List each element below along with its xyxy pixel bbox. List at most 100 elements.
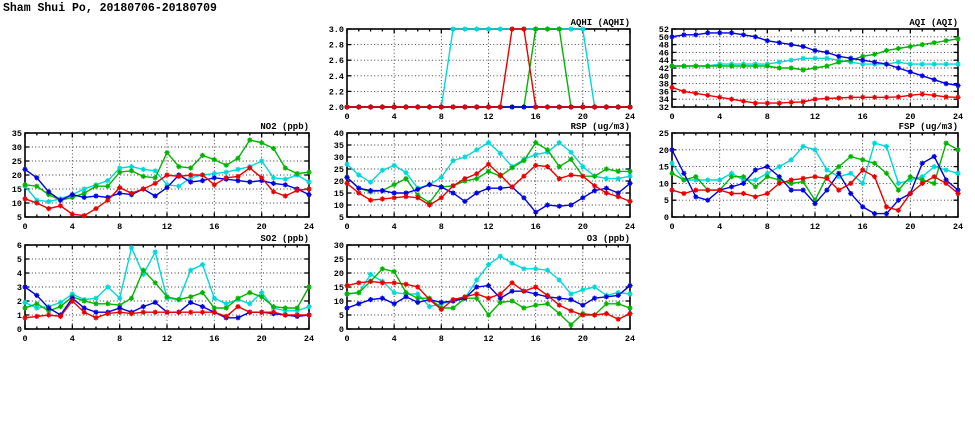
x-tick-label: 0 [669, 222, 674, 232]
series-line-green [347, 28, 630, 108]
x-tick-label: 12 [810, 222, 820, 232]
y-tick-label: 5 [664, 196, 669, 206]
y-tick-label: 5 [339, 213, 344, 223]
page-title: Sham Shui Po, 20180706-20180709 [3, 2, 217, 15]
y-tick-label: 2.0 [329, 103, 344, 113]
series-markers-red [344, 161, 633, 208]
series-markers-red [344, 278, 633, 322]
y-tick-label: 15 [12, 185, 22, 195]
y-tick-label: 25 [334, 255, 344, 265]
o3-chart: 0 5 10 15 20 25 30 0 4 8 12 16 20 24 O3 (ppb) [321, 231, 642, 345]
x-tick-label: 8 [765, 222, 770, 232]
x-tick-label: 8 [439, 222, 444, 232]
y-tick-label: 52 [659, 25, 669, 35]
y-tick-label: 4 [17, 269, 22, 279]
plot-frame [346, 132, 631, 218]
y-tick-label: 15 [659, 163, 669, 173]
series-markers-green [22, 137, 312, 203]
x-tick-label: 24 [953, 222, 963, 232]
x-tick-label: 4 [392, 222, 397, 232]
chart-title: AQHI (AQHI) [571, 18, 630, 28]
chart-title: FSP (ug/m3) [899, 122, 958, 132]
y-tick-label: 20 [334, 269, 344, 279]
y-tick-label: 42 [659, 64, 669, 74]
x-tick-label: 12 [162, 222, 172, 232]
y-tick-label: 5 [17, 213, 22, 223]
y-tick-label: 2.4 [329, 72, 344, 82]
y-tick-label: 35 [12, 129, 22, 139]
x-tick-label: 24 [625, 222, 635, 232]
x-tick-label: 8 [117, 222, 122, 232]
x-tick-label: 24 [304, 222, 314, 232]
y-tick-label: 6 [17, 241, 22, 251]
series-markers-red [344, 26, 633, 110]
so2-chart: 0 1 2 3 4 5 6 0 4 8 12 16 20 24 SO2 (ppb) [0, 231, 321, 345]
x-tick-label: 4 [70, 222, 75, 232]
x-tick-label: 16 [209, 222, 219, 232]
y-tick-label: 48 [659, 41, 669, 51]
x-tick-label: 4 [717, 112, 722, 122]
no2-chart: 5 10 15 20 25 30 35 0 4 8 12 16 20 24 NO2 (ppb) [0, 119, 321, 233]
chart-title: NO2 (ppb) [260, 122, 309, 132]
series-markers-green [669, 36, 961, 73]
series-markers-blue [669, 147, 961, 217]
y-tick-label: 25 [659, 129, 669, 139]
x-tick-label: 0 [22, 222, 27, 232]
x-tick-label: 20 [905, 112, 915, 122]
series-markers-red [669, 84, 961, 106]
x-tick-label: 0 [344, 112, 349, 122]
y-tick-label: 10 [334, 201, 344, 211]
plot-frame [346, 28, 631, 108]
x-tick-label: 4 [392, 334, 397, 344]
chart-title: RSP (ug/m3) [571, 122, 630, 132]
x-tick-label: 16 [858, 112, 868, 122]
x-tick-label: 24 [625, 334, 635, 344]
x-tick-label: 0 [344, 222, 349, 232]
x-tick-label: 16 [531, 222, 541, 232]
series-markers-red [669, 167, 961, 213]
aqhi-chart: 2.0 2.2 2.4 2.6 2.8 3.0 0 4 8 12 16 20 24 AQHI (AQHI) [321, 15, 642, 123]
x-tick-label: 12 [483, 222, 493, 232]
series-markers-cyan [669, 140, 961, 186]
y-tick-label: 2 [17, 297, 22, 307]
fsp-chart: 0 5 10 15 20 25 0 4 8 12 16 20 24 FSP (ug/m3) [646, 119, 970, 233]
y-tick-label: 2.8 [329, 41, 344, 51]
x-tick-label: 20 [578, 112, 588, 122]
y-tick-label: 5 [17, 255, 22, 265]
series-markers-cyan [344, 140, 633, 191]
x-tick-label: 16 [531, 334, 541, 344]
x-tick-label: 12 [810, 112, 820, 122]
y-tick-label: 34 [659, 95, 669, 105]
chart-title: AQI (AQI) [909, 18, 958, 28]
plot-frame [24, 132, 310, 218]
series-markers-blue [344, 174, 633, 215]
x-tick-label: 8 [117, 334, 122, 344]
series-line-cyan [347, 28, 630, 108]
x-tick-label: 20 [257, 334, 267, 344]
y-tick-label: 1 [17, 311, 22, 321]
x-tick-label: 8 [439, 112, 444, 122]
x-tick-label: 24 [304, 334, 314, 344]
y-tick-label: 5 [339, 311, 344, 321]
series-markers-blue [669, 30, 961, 89]
y-tick-label: 0 [664, 213, 669, 223]
y-tick-label: 10 [334, 297, 344, 307]
y-tick-label: 2.6 [329, 56, 344, 66]
x-tick-label: 20 [578, 222, 588, 232]
y-tick-label: 40 [334, 129, 344, 139]
rsp-chart: 5 10 15 20 25 30 35 40 0 4 8 12 16 20 24 RSP (ug/m3) [321, 119, 642, 233]
chart-title: O3 (ppb) [587, 234, 630, 244]
x-tick-label: 16 [858, 222, 868, 232]
y-tick-label: 38 [659, 80, 669, 90]
x-tick-label: 24 [625, 112, 635, 122]
x-tick-label: 12 [483, 334, 493, 344]
y-tick-label: 32 [659, 103, 669, 113]
y-tick-label: 10 [12, 199, 22, 209]
y-tick-label: 15 [334, 189, 344, 199]
y-tick-label: 30 [334, 241, 344, 251]
y-tick-label: 10 [659, 179, 669, 189]
y-tick-label: 46 [659, 48, 669, 58]
x-tick-label: 8 [439, 334, 444, 344]
series-line-red [347, 28, 630, 108]
aqi-chart: 32 34 36 38 40 42 44 46 48 50 52 0 4 8 12 16 20 24 AQI (AQ… [646, 15, 970, 123]
